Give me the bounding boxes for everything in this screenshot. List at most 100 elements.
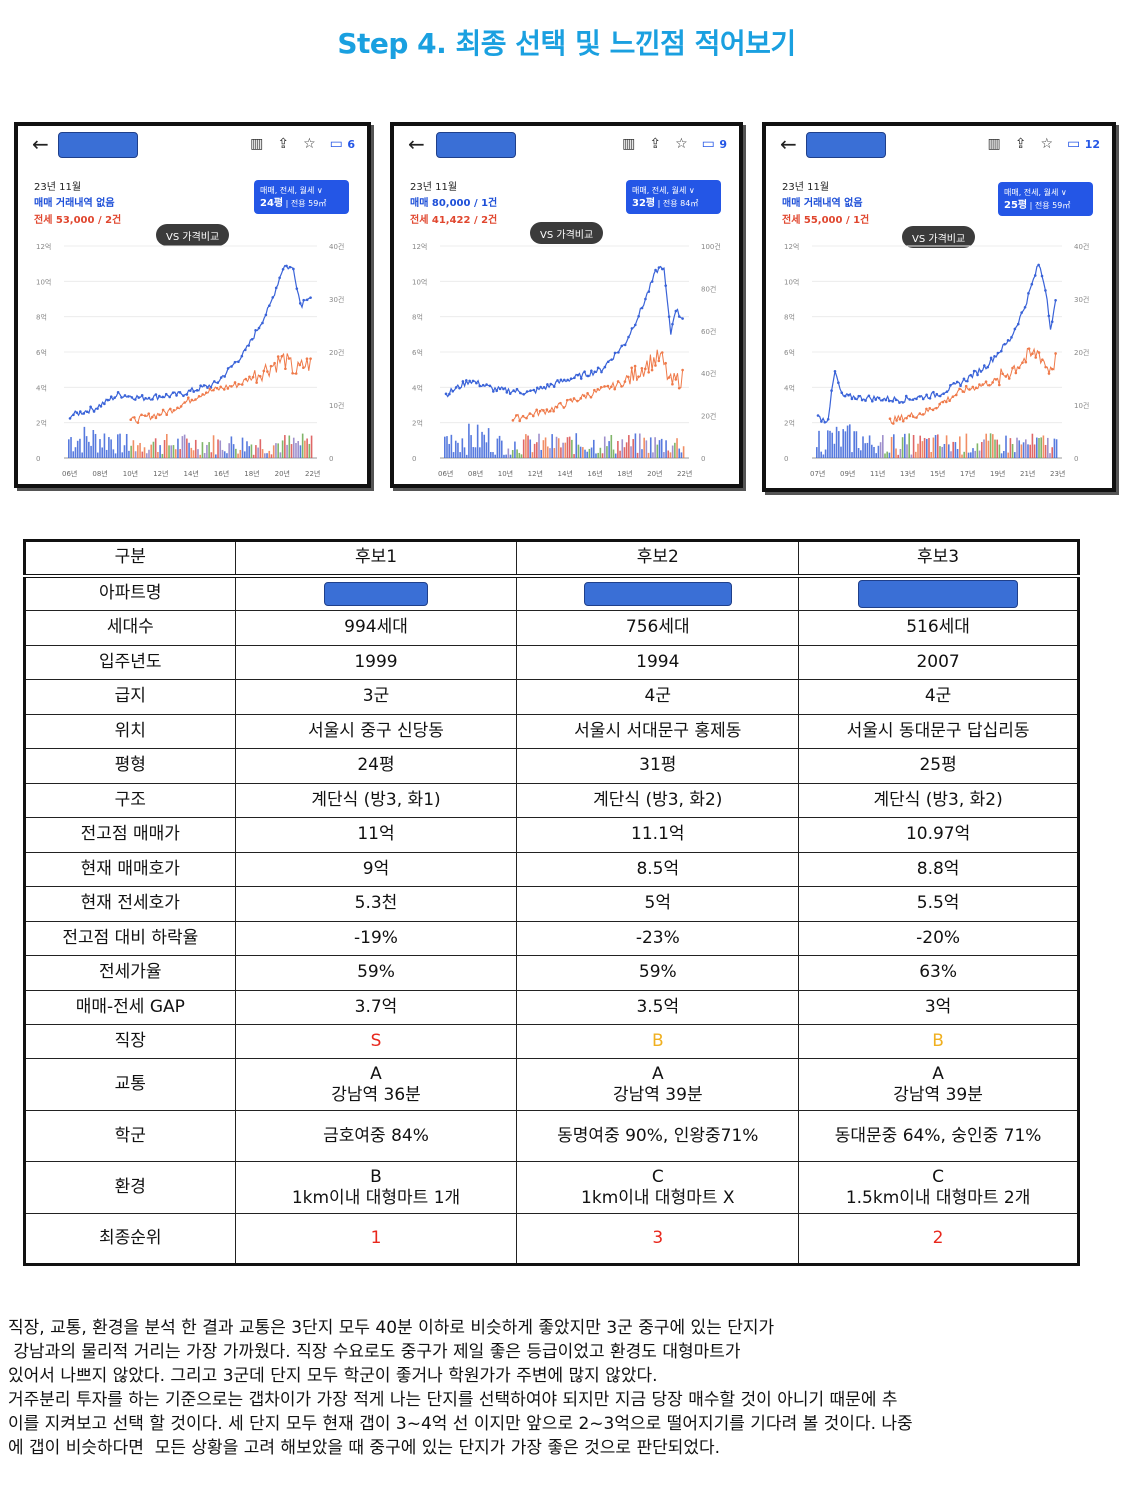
jeonse-dot	[197, 394, 201, 398]
table-header-row: 구분 후보1 후보2 후보3	[24, 540, 1079, 578]
volume-bar	[112, 449, 115, 458]
row-value: 서울시 동대문구 답십리동	[798, 713, 1079, 749]
sale-dot	[216, 381, 220, 384]
apartment-name-redacted	[436, 132, 516, 158]
row-value: -20%	[798, 920, 1079, 956]
sale-dot	[182, 394, 185, 398]
star-icon[interactable]: ☆	[675, 136, 688, 152]
volume-bar	[154, 438, 157, 458]
arrow-left-icon[interactable]: ←	[780, 132, 797, 156]
volume-bar	[259, 439, 262, 458]
sale-dot	[519, 391, 522, 395]
vs-compare-button[interactable]: VS 가격비교	[156, 224, 230, 246]
vs-compare-button[interactable]: VS 가격비교	[530, 222, 604, 244]
row-value: 10.97억	[798, 817, 1079, 853]
volume-bar	[134, 451, 137, 458]
share-icon[interactable]: ⇪	[277, 136, 290, 152]
sale-dot	[103, 402, 106, 406]
volume-bar	[544, 437, 547, 458]
trade-filter-button[interactable]: 매매, 전세, 월세 ∨ 24평 | 전용 59㎡	[254, 180, 349, 214]
sale-dot	[918, 395, 922, 398]
x-axis-tick: 07년	[810, 469, 825, 478]
map-icon[interactable]: ▥	[622, 136, 636, 152]
volume-bar	[610, 434, 613, 458]
volume-bar	[152, 441, 155, 458]
jeonse-dot	[1021, 361, 1024, 364]
volume-bar	[606, 446, 608, 458]
left-axis-tick: 0	[784, 455, 788, 463]
volume-bar	[647, 452, 650, 458]
volume-bar	[132, 440, 135, 458]
sale-dot	[549, 382, 553, 386]
volume-bar	[226, 453, 228, 458]
sale-dot	[281, 267, 285, 271]
volume-bar	[985, 433, 987, 458]
sale-dot	[593, 370, 597, 374]
volume-bar	[70, 437, 72, 458]
map-icon[interactable]: ▥	[987, 136, 1001, 152]
map-icon[interactable]: ▥	[250, 136, 264, 152]
volume-bar	[663, 452, 665, 458]
right-axis-tick: 40건	[1074, 242, 1089, 251]
star-icon[interactable]: ☆	[1040, 136, 1053, 152]
trade-filter-button[interactable]: 매매, 전세, 월세 ∨ 25평 | 전용 59㎡	[998, 182, 1093, 216]
sale-dot	[633, 323, 637, 327]
arrow-left-icon[interactable]: ←	[408, 132, 425, 156]
comment-icon[interactable]: ▭ 6	[329, 136, 355, 152]
volume-bar	[577, 444, 580, 458]
sale-dot	[969, 373, 973, 377]
volume-bar	[945, 435, 948, 458]
sale-dot	[847, 393, 850, 397]
star-icon[interactable]: ☆	[303, 136, 316, 152]
volume-bar	[623, 447, 626, 458]
jeonse-dot	[255, 381, 258, 384]
row-value: 59%	[516, 955, 800, 991]
volume-bar	[943, 443, 946, 458]
jeonse-dot	[1027, 347, 1031, 350]
vs-compare-button[interactable]: VS 가격비교	[902, 226, 976, 248]
job-grade: B	[798, 1024, 1079, 1059]
comment-icon[interactable]: ▭ 9	[701, 136, 727, 152]
volume-bar	[454, 440, 457, 458]
sale-dot	[955, 380, 959, 384]
sale-dot	[830, 389, 833, 392]
share-icon[interactable]: ⇪	[649, 136, 662, 152]
volume-bar	[932, 437, 935, 458]
jeonse-dot	[176, 406, 179, 410]
sale-dot	[247, 344, 251, 347]
jeonse-price-line	[512, 349, 684, 423]
share-icon[interactable]: ⇪	[1014, 136, 1027, 152]
jeonse-dots	[511, 351, 684, 423]
row-value: 서울시 서대문구 홍제동	[516, 713, 800, 749]
volume-bar	[487, 428, 490, 458]
volume-bar	[904, 433, 906, 458]
volume-bar	[194, 439, 197, 458]
volume-bar	[520, 454, 523, 458]
sale-dot	[647, 290, 651, 293]
volume-bar	[846, 425, 849, 458]
volume-bar	[634, 433, 637, 458]
sale-dot	[911, 398, 915, 401]
sale-dot	[864, 399, 867, 402]
jeonse-dot	[545, 408, 549, 411]
sale-dot	[99, 405, 103, 408]
sale-dot	[1003, 342, 1006, 346]
sale-dot	[935, 392, 939, 396]
trade-filter-button[interactable]: 매매, 전세, 월세 ∨ 32평 | 전용 84㎡	[626, 180, 721, 214]
jeonse-dot	[1024, 360, 1028, 364]
sale-dot	[158, 394, 161, 398]
jeonse-dot	[915, 416, 918, 419]
x-axis-tick: 17년	[960, 469, 975, 478]
arrow-left-icon[interactable]: ←	[32, 132, 49, 156]
volume-bar	[470, 435, 472, 458]
jeonse-dot	[240, 383, 244, 386]
volume-bar	[614, 453, 617, 458]
jeonse-dot	[892, 422, 895, 425]
sale-dot	[525, 390, 529, 393]
conclusion-line: 거주분리 투자를 하는 기준으로는 갭차이가 가장 적게 나는 단지를 선택하여…	[8, 1390, 898, 1410]
volume-bar	[542, 440, 545, 458]
x-axis-tick: 20년	[647, 469, 662, 478]
comment-icon[interactable]: ▭ 12	[1067, 136, 1100, 152]
left-axis-tick: 4억	[784, 384, 795, 392]
sale-dot	[240, 354, 244, 358]
